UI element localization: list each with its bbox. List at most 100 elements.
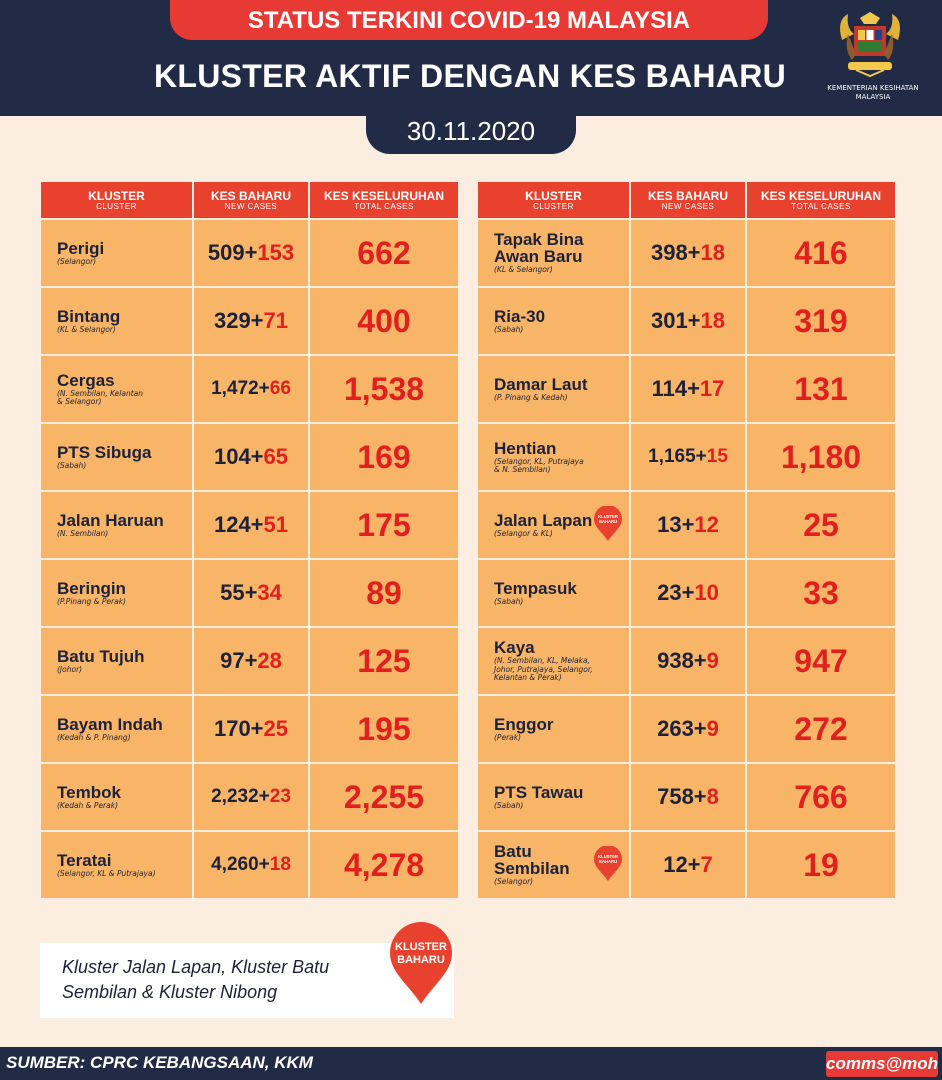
cluster-cell: Hentian (Selangor, KL, Putrajaya & N. Sem… [478,424,629,490]
cluster-name: PTS Sibuga [57,442,152,462]
new-cases-cell: 4,260+18 [194,832,308,898]
new-count: 28 [257,648,282,673]
new-count: 71 [263,308,289,333]
total-cases-cell: 195 [310,696,458,762]
new-count: 18 [700,240,726,265]
cluster-cell: Perigi (Selangor) [41,220,192,286]
cluster-location: (Kedah & P. Pinang) [57,732,131,742]
table-row: Cergas (N. Sembilan, Kelantan & Selangor)… [41,356,458,422]
total-cases-cell: 400 [310,288,458,354]
new-cases-cell: 97+28 [194,628,308,694]
cluster-cell: Enggor (Perak) [478,696,629,762]
base-count: 23+ [657,580,695,605]
table-row: Kaya (N. Sembilan, KL, Melaka, Johor, Put… [478,628,895,694]
total-cases-cell: 766 [747,764,895,830]
new-count: 18 [700,308,726,333]
table-row: Bayam Indah (Kedah & P. Pinang) 170+25 195 [41,696,458,762]
base-count: 1,165+ [648,446,707,467]
svg-text:KLUSTER: KLUSTER [598,514,618,519]
cluster-name: Bintang [57,306,121,326]
table-header-row: KLUSTER CLUSTER KES BAHARU NEW CASES KES K… [478,182,895,218]
new-count: 18 [269,854,291,875]
cluster-location: (N. Sembilan, KL, Melaka, Johor, Putraja… [494,656,593,683]
cluster-location: (Kedah & Perak) [57,800,119,810]
cluster-name: Hentian [494,438,557,458]
cluster-name: Tempasuk [494,578,577,598]
cluster-name: Jalan Lapan [494,510,593,530]
base-count: 938+ [657,648,707,673]
cluster-table-right: KLUSTER CLUSTER KES BAHARU NEW CASES KES K… [476,180,897,900]
total-cases-cell: 319 [747,288,895,354]
total-cases-cell: 947 [747,628,895,694]
new-cases-cell: 301+18 [631,288,745,354]
new-cases-cell: 938+9 [631,628,745,694]
cluster-name: Bayam Indah [57,714,163,734]
new-count: 66 [269,378,291,399]
cluster-cell: Teratai (Selangor, KL & Putrajaya) [41,832,192,898]
base-count: 329+ [213,308,264,333]
table-row: Bintang (KL & Selangor) 329+71 400 [41,288,458,354]
cluster-location: (P.Pinang & Perak) [57,596,126,606]
base-count: 2,232+ [211,786,270,807]
total-cases-cell: 125 [310,628,458,694]
new-cases-cell: 1,472+66 [194,356,308,422]
page-title: KLUSTER AKTIF DENGAN KES BAHARU [153,58,787,94]
cluster-cell: Batu Tujuh (Johor) [41,628,192,694]
base-count: 301+ [650,308,701,333]
cluster-cell: Beringin (P.Pinang & Perak) [41,560,192,626]
cluster-location: (Selangor, KL, Putrajaya & N. Sembilan) [494,456,584,474]
new-cases-cell: 2,232+23 [194,764,308,830]
header-cluster: KLUSTER CLUSTER [41,182,192,218]
cluster-location: (Sabah) [494,596,524,606]
new-cases-cell: 509+153 [194,220,308,286]
header-cluster: KLUSTER CLUSTER [478,182,629,218]
total-cases-cell: 416 [747,220,895,286]
new-cases-cell: 398+18 [631,220,745,286]
new-cases-cell: 758+8 [631,764,745,830]
table-row: Beringin (P.Pinang & Perak) 55+34 89 [41,560,458,626]
cluster-name: Batu Tujuh [57,646,145,666]
cluster-name: Beringin [57,578,126,598]
cluster-cell: Kaya (N. Sembilan, KL, Melaka, Johor, Put… [478,628,629,694]
table-row: Ria-30 (Sabah) 301+18 319 [478,288,895,354]
new-cases-cell: 114+17 [631,356,745,422]
cluster-cell: Tapak Bina Awan Baru (KL & Selangor) [478,220,629,286]
table-row: Tempasuk (Sabah) 23+10 33 [478,560,895,626]
table-row: Damar Laut (P. Pinang & Kedah) 114+17 131 [478,356,895,422]
table-row: Enggor (Perak) 263+9 272 [478,696,895,762]
cluster-name: Teratai [57,850,112,870]
cluster-location: (Selangor, KL & Putrajaya) [57,868,156,878]
cluster-location: (N. Sembilan) [57,528,109,538]
new-count: 153 [257,240,295,265]
svg-text:BAHARU: BAHARU [599,519,617,524]
total-cases-cell: 4,278 [310,832,458,898]
table-row: Batu Sembilan (Selangor) KLUSTER BAHARU 12+7… [478,832,895,898]
header-total-cases: KES KESELURUHAN TOTAL CASES [310,182,458,218]
new-cases-cell: 13+12 [631,492,745,558]
total-cases-cell: 662 [310,220,458,286]
cluster-location: (Perak) [494,732,522,742]
base-count: 1,472+ [211,378,270,399]
new-count: 8 [706,784,719,809]
table-header-row: KLUSTER CLUSTER KES BAHARU NEW CASES KES K… [41,182,458,218]
note-text: Kluster Jalan Lapan, Kluster Batu Sembil… [62,957,330,1002]
cluster-location: (Johor) [57,664,83,674]
base-count: 12+ [663,852,701,877]
cluster-cell: Tembok (Kedah & Perak) [41,764,192,830]
cluster-name: Cergas [57,370,115,390]
new-count: 51 [263,512,289,537]
new-count: 7 [700,852,713,877]
base-count: 97+ [220,648,258,673]
cluster-name: Batu Sembilan [494,842,570,879]
source-text: SUMBER: CPRC KEBANGSAAN, KKM [6,1053,313,1072]
svg-text:BAHARU: BAHARU [599,859,617,864]
cluster-location: (Sabah) [494,800,524,810]
table-row: Teratai (Selangor, KL & Putrajaya) 4,260+1… [41,832,458,898]
total-cases-cell: 272 [747,696,895,762]
new-cases-cell: 124+51 [194,492,308,558]
base-count: 4,260+ [211,854,270,875]
new-cases-cell: 170+25 [194,696,308,762]
cluster-location: (N. Sembilan, Kelantan & Selangor) [57,388,144,406]
cluster-cell: Tempasuk (Sabah) [478,560,629,626]
